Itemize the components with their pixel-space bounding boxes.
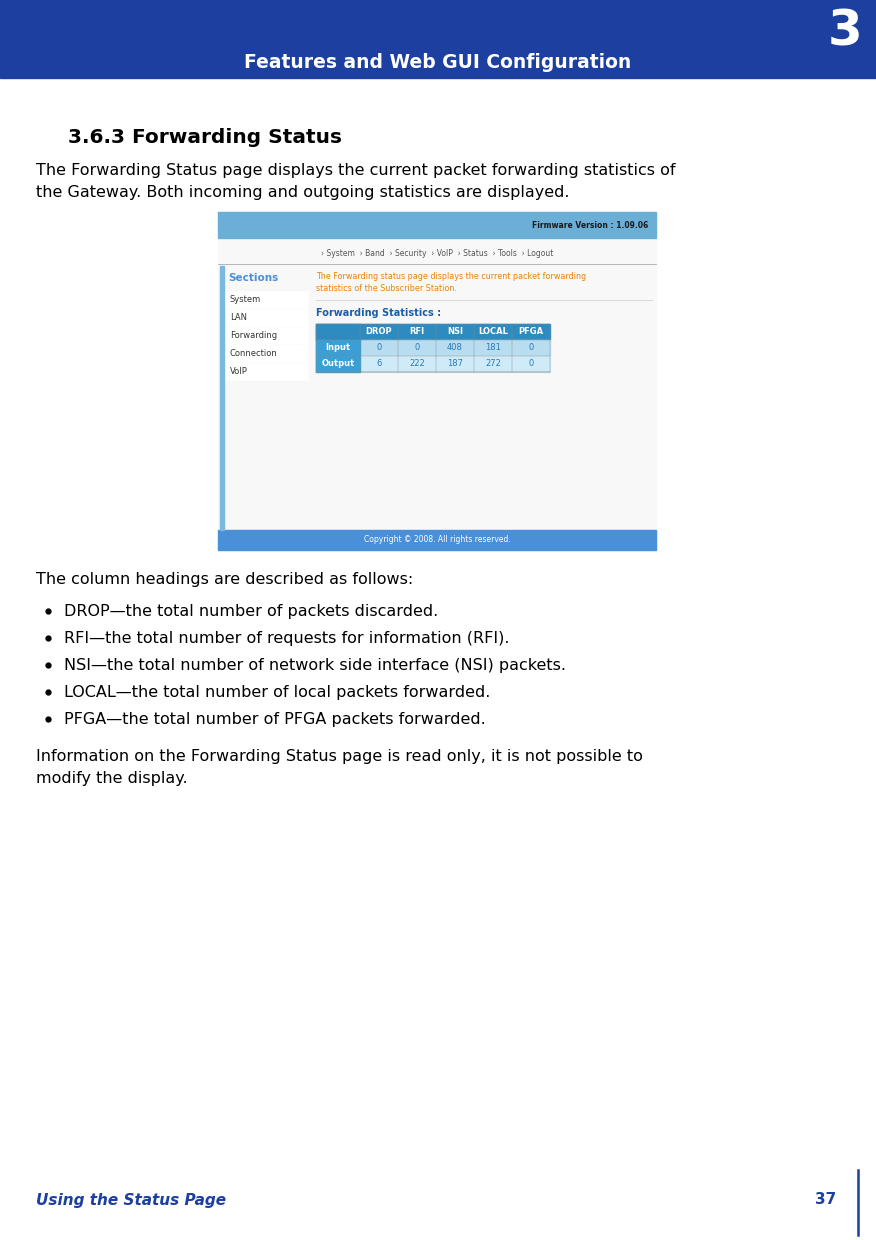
Text: DROP: DROP [365,327,392,336]
Text: 37: 37 [815,1193,836,1208]
Bar [224,363,308,379]
Bar [316,340,360,356]
Text: 3: 3 [827,7,862,56]
Text: Using the Status Page: Using the Status Page [36,1193,226,1208]
Bar [316,324,360,340]
Bar [220,267,224,529]
Text: PFGA—the total number of PFGA packets forwarded.: PFGA—the total number of PFGA packets fo… [64,712,486,727]
Text: LOCAL—the total number of local packets forwarded.: LOCAL—the total number of local packets … [64,684,491,701]
Text: Sections: Sections [228,273,279,283]
Bar [218,212,656,551]
Text: 272: 272 [485,360,501,368]
Text: The column headings are described as follows:: The column headings are described as fol… [36,572,413,587]
Text: Information on the Forwarding Status page is read only, it is not possible to
mo: Information on the Forwarding Status pag… [36,749,643,786]
Bar [218,212,656,238]
Text: 6: 6 [377,360,382,368]
Text: RFI: RFI [409,327,425,336]
Text: Copyright © 2008. All rights reserved.: Copyright © 2008. All rights reserved. [364,536,511,544]
Text: Features and Web GUI Configuration: Features and Web GUI Configuration [244,52,632,72]
Bar [316,340,550,356]
Text: System: System [230,295,261,305]
Text: Firmware Version : 1.09.06: Firmware Version : 1.09.06 [532,221,648,229]
Text: LAN: LAN [230,314,247,322]
Text: 0: 0 [528,360,533,368]
Text: 187: 187 [447,360,463,368]
Bar [316,356,360,372]
Text: 0: 0 [528,343,533,352]
Bar [224,327,308,343]
Bar [316,324,550,340]
Text: LOCAL: LOCAL [478,327,508,336]
Bar [0,0,876,78]
Text: › System  › Band  › Security  › VoIP  › Status  › Tools  › Logout: › System › Band › Security › VoIP › Stat… [321,249,553,258]
Text: Forwarding: Forwarding [230,331,277,341]
Text: 3.6.3 Forwarding Status: 3.6.3 Forwarding Status [68,128,342,148]
Text: 0: 0 [377,343,382,352]
Text: The Forwarding status page displays the current packet forwarding
statistics of : The Forwarding status page displays the … [316,272,586,293]
Bar [316,356,550,372]
Bar [218,529,656,551]
Text: DROP—the total number of packets discarded.: DROP—the total number of packets discard… [64,604,438,619]
Text: 408: 408 [447,343,463,352]
Text: Connection: Connection [230,350,278,358]
Bar [224,291,308,308]
Text: Forwarding Statistics :: Forwarding Statistics : [316,308,442,317]
Text: The Forwarding Status page displays the current packet forwarding statistics of
: The Forwarding Status page displays the … [36,162,675,200]
Text: PFGA: PFGA [519,327,544,336]
Text: NSI—the total number of network side interface (NSI) packets.: NSI—the total number of network side int… [64,658,566,673]
Text: Input: Input [326,343,350,352]
Text: Output: Output [321,360,355,368]
Text: NSI: NSI [447,327,463,336]
Bar [224,309,308,326]
Text: RFI—the total number of requests for information (RFI).: RFI—the total number of requests for inf… [64,631,510,646]
Bar [224,345,308,362]
Text: VoIP: VoIP [230,367,248,377]
Text: 0: 0 [414,343,420,352]
Text: 222: 222 [409,360,425,368]
Text: 181: 181 [485,343,501,352]
